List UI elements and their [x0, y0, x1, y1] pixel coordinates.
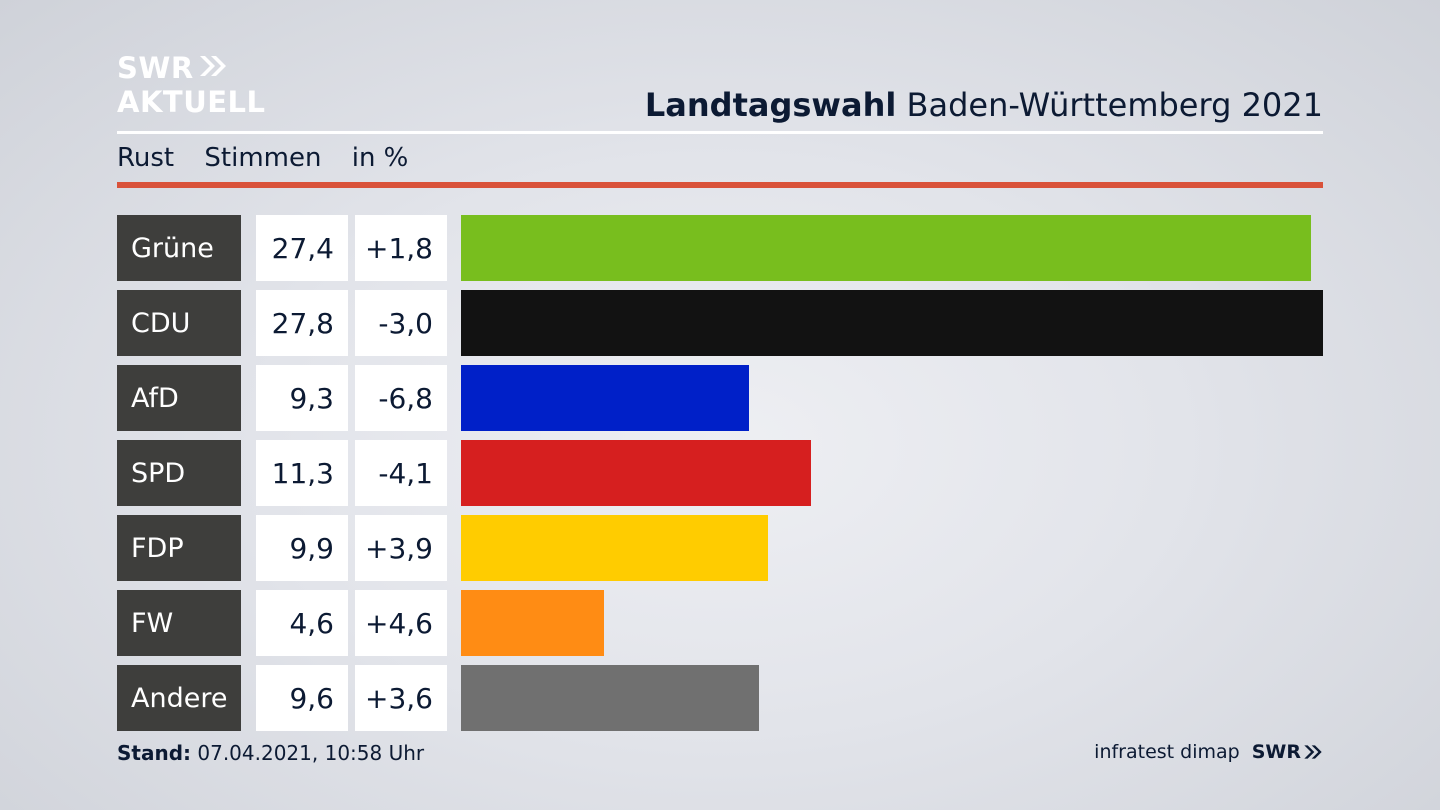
vote-change-label: +3,9	[355, 515, 447, 581]
chart-row: FW 4,6 +4,6	[117, 590, 1323, 656]
vote-share-bar	[461, 365, 749, 431]
vote-change-label: -6,8	[355, 365, 447, 431]
party-label: Andere	[117, 665, 241, 731]
vote-share-label: 4,6	[256, 590, 348, 656]
vote-change-label: +3,6	[355, 665, 447, 731]
chart-row: SPD 11,3 -4,1	[117, 440, 1323, 506]
vote-share-label: 9,3	[256, 365, 348, 431]
vote-share-label: 9,6	[256, 665, 348, 731]
subtitle-place: Rust	[117, 143, 175, 173]
vote-share-label: 27,8	[256, 290, 348, 356]
swr-aktuell-logo: SWR AKTUELL	[117, 54, 266, 117]
vote-share-bar	[461, 515, 768, 581]
chart-subtitle: Rust Stimmen in %	[117, 143, 430, 173]
vote-share-label: 9,9	[256, 515, 348, 581]
logo-line2: AKTUELL	[117, 85, 266, 119]
vote-share-label: 11,3	[256, 440, 348, 506]
source-name: infratest dimap	[1094, 741, 1240, 763]
logo-line1: SWR	[117, 51, 194, 85]
vote-share-label: 27,4	[256, 215, 348, 281]
source-credit: infratest dimap SWR	[1094, 741, 1323, 763]
header-divider	[117, 131, 1323, 134]
stand-timestamp: Stand: 07.04.2021, 10:58 Uhr	[117, 741, 424, 765]
party-label: CDU	[117, 290, 241, 356]
vote-change-label: -4,1	[355, 440, 447, 506]
vote-change-label: -3,0	[355, 290, 447, 356]
party-label: Grüne	[117, 215, 241, 281]
swr-brand: SWR	[1251, 741, 1301, 763]
chart-row: Andere 9,6 +3,6	[117, 665, 1323, 731]
title-rest: Baden-Württemberg 2021	[896, 86, 1324, 124]
vote-change-label: +4,6	[355, 590, 447, 656]
swr-chevron-icon	[1303, 744, 1323, 760]
stand-value: 07.04.2021, 10:58 Uhr	[191, 741, 425, 765]
vote-share-bar	[461, 290, 1323, 356]
chart-row: AfD 9,3 -6,8	[117, 365, 1323, 431]
title-bold: Landtagswahl	[644, 86, 897, 124]
vote-share-bar	[461, 590, 604, 656]
subtitle-measure: Stimmen	[204, 143, 322, 173]
party-label: AfD	[117, 365, 241, 431]
chart-row: FDP 9,9 +3,9	[117, 515, 1323, 581]
chart-row: CDU 27,8 -3,0	[117, 290, 1323, 356]
chart-row: Grüne 27,4 +1,8	[117, 215, 1323, 281]
party-label: SPD	[117, 440, 241, 506]
subtitle-unit: in %	[351, 143, 409, 173]
stand-label: Stand:	[117, 741, 192, 765]
double-chevron-icon	[198, 54, 228, 83]
vote-share-bar	[461, 215, 1311, 281]
party-label: FW	[117, 590, 241, 656]
page-title: Landtagswahl Baden-Württemberg 2021	[645, 86, 1323, 124]
vote-share-bar	[461, 665, 759, 731]
party-label: FDP	[117, 515, 241, 581]
accent-divider	[117, 182, 1323, 188]
vote-change-label: +1,8	[355, 215, 447, 281]
vote-share-bar	[461, 440, 811, 506]
